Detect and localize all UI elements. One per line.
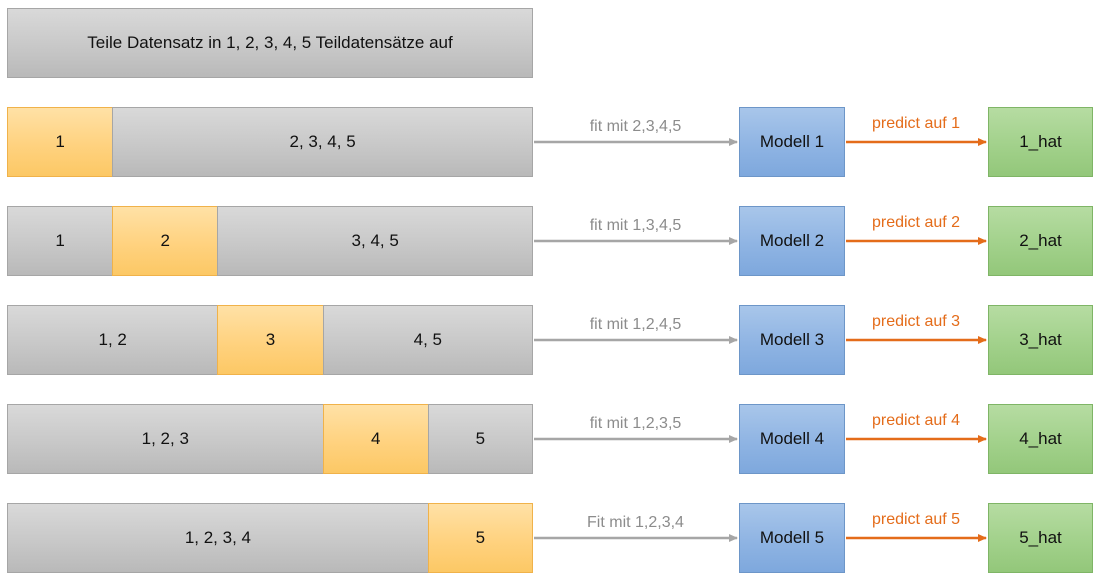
segment-label: 1, 2, 3, 4 (184, 528, 251, 547)
training-segment: 1, 2 (7, 305, 219, 375)
training-segment: 3, 4, 5 (217, 206, 533, 276)
fit-arrow-label: fit mit 1,2,3,5 (589, 415, 682, 432)
segment-label: 3, 4, 5 (351, 231, 399, 250)
header-box: Teile Datensatz in 1, 2, 3, 4, 5 Teildat… (7, 8, 533, 78)
header-text: Teile Datensatz in 1, 2, 3, 4, 5 Teildat… (87, 33, 453, 52)
model-box: Modell 1 (739, 107, 845, 177)
segment-label: 1 (55, 132, 65, 151)
prediction-result-box: 4_hat (988, 404, 1093, 474)
training-segment: 1 (7, 206, 114, 276)
training-segment: 4, 5 (322, 305, 533, 375)
model-label: Modell 5 (759, 528, 825, 547)
test-fold-segment: 3 (217, 305, 324, 375)
test-fold-segment: 4 (322, 404, 429, 474)
result-label: 4_hat (1019, 429, 1062, 448)
segment-label: 5 (475, 528, 486, 547)
training-segment: 1, 2, 3, 4 (7, 503, 429, 573)
fit-arrow-label: fit mit 1,3,4,5 (589, 217, 682, 234)
model-label: Modell 4 (759, 429, 825, 448)
predict-arrow-label: predict auf 1 (871, 115, 961, 132)
training-segment: 1, 2, 3 (7, 404, 324, 474)
model-box: Modell 5 (739, 503, 845, 573)
predict-arrow-label: predict auf 5 (871, 511, 961, 528)
test-fold-segment: 2 (112, 206, 219, 276)
segment-label: 2, 3, 4, 5 (289, 132, 356, 151)
result-label: 3_hat (1019, 330, 1062, 349)
test-fold-segment: 1 (7, 107, 114, 177)
segment-label: 4 (370, 429, 381, 448)
test-fold-segment: 5 (427, 503, 533, 573)
prediction-result-box: 5_hat (988, 503, 1093, 573)
result-label: 2_hat (1019, 231, 1062, 250)
segment-label: 4, 5 (413, 330, 442, 349)
predict-arrow-label: predict auf 2 (871, 214, 961, 231)
segment-label: 1 (55, 231, 65, 250)
prediction-result-box: 3_hat (988, 305, 1093, 375)
predict-arrow-label: predict auf 4 (871, 412, 961, 429)
training-segment: 2, 3, 4, 5 (112, 107, 533, 177)
segment-label: 1, 2 (98, 330, 127, 349)
prediction-result-box: 2_hat (988, 206, 1093, 276)
model-box: Modell 3 (739, 305, 845, 375)
training-segment: 5 (427, 404, 533, 474)
model-label: Modell 3 (759, 330, 825, 349)
fit-arrow-label: fit mit 1,2,4,5 (589, 316, 682, 333)
result-label: 5_hat (1019, 528, 1062, 547)
segment-label: 3 (265, 330, 276, 349)
model-box: Modell 2 (739, 206, 845, 276)
segment-label: 2 (160, 231, 171, 250)
prediction-result-box: 1_hat (988, 107, 1093, 177)
segment-label: 1, 2, 3 (141, 429, 189, 448)
segment-label: 5 (475, 429, 486, 448)
model-label: Modell 1 (759, 132, 825, 151)
result-label: 1_hat (1019, 132, 1062, 151)
predict-arrow-label: predict auf 3 (871, 313, 961, 330)
fit-arrow-label: Fit mit 1,2,3,4 (587, 514, 684, 531)
fit-arrow-label: fit mit 2,3,4,5 (589, 118, 682, 135)
model-label: Modell 2 (759, 231, 825, 250)
model-box: Modell 4 (739, 404, 845, 474)
